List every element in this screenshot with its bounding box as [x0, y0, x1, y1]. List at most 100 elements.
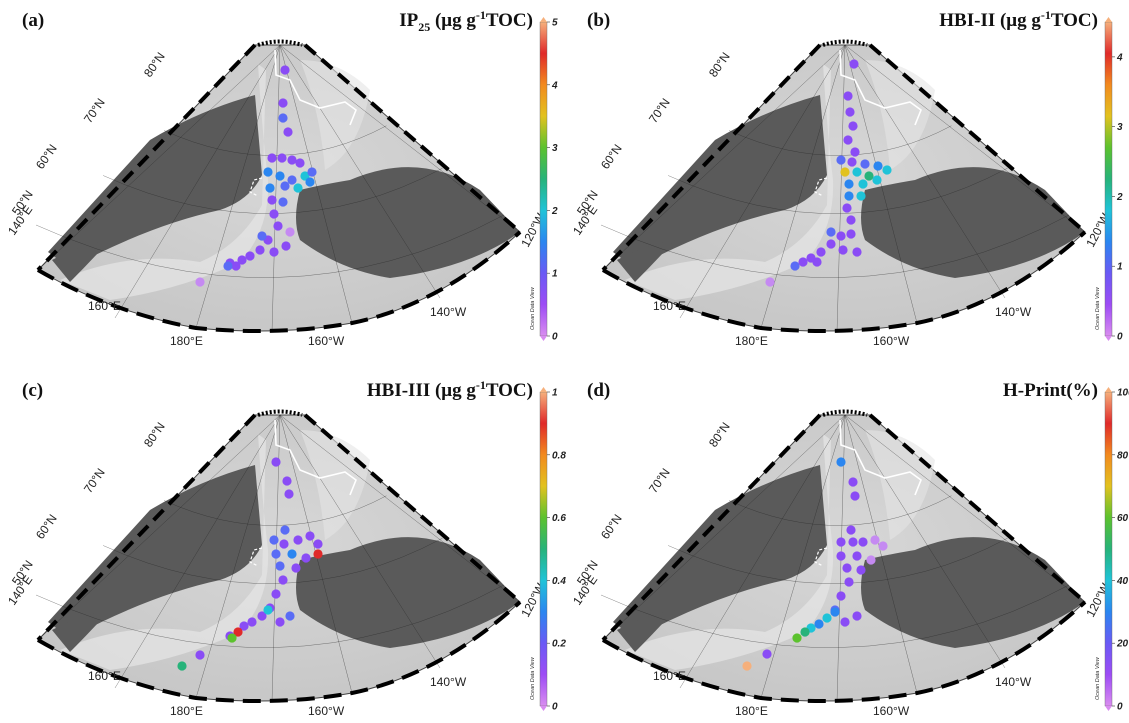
colorbar-tick-label: 0.8: [552, 450, 566, 461]
station-point: [836, 231, 846, 241]
station-point: [223, 261, 233, 271]
station-point: [765, 277, 775, 287]
meridian-line: [114, 44, 281, 319]
frame-top: [822, 39, 868, 47]
station-point: [307, 167, 317, 177]
station-point: [826, 227, 836, 237]
colorbar-tick-label: 40: [1116, 576, 1129, 587]
watermark: Ocean Data View: [1095, 656, 1101, 700]
colorbar: [1104, 21, 1113, 337]
colorbar-cap-top: [1105, 17, 1112, 22]
panel-title: HBI-II (μg g-1TOC): [939, 8, 1098, 31]
boundary-line: [839, 49, 922, 126]
lat-label: 60°N: [33, 142, 60, 172]
station-point: [287, 175, 297, 185]
frame-left: [601, 413, 822, 642]
lon-label: 180°E: [735, 704, 768, 718]
station-point: [844, 179, 854, 189]
meridian-line: [602, 44, 846, 271]
lat-label: 70°N: [81, 466, 108, 496]
land-siberia: [613, 95, 827, 268]
shelf-area: [300, 60, 370, 170]
station-point: [836, 155, 846, 165]
station-point: [798, 257, 808, 267]
colorbar-tick-label: 1: [552, 388, 558, 399]
lon-label: 180°E: [170, 704, 203, 718]
land-siberia: [48, 95, 262, 268]
land-alaska: [296, 537, 520, 648]
meridian-line: [602, 414, 846, 641]
parallel-line: [728, 495, 952, 526]
colorbar-tick-label: 100: [1117, 388, 1129, 399]
station-point: [814, 619, 824, 629]
station-marker-diamond: [793, 634, 801, 642]
shelf-area: [865, 60, 935, 170]
frame-top: [822, 409, 868, 417]
frame-bottom: [36, 230, 522, 334]
colorbar-cap-top: [540, 387, 547, 392]
frame-left: [36, 413, 257, 642]
boundary-line: [814, 547, 828, 567]
colorbar-cap-bottom: [1105, 706, 1112, 711]
land-siberia: [48, 465, 262, 638]
lon-label: 160°E: [88, 299, 121, 313]
station-point: [281, 241, 291, 251]
lat-label: 70°N: [81, 96, 108, 126]
station-point: [263, 605, 273, 615]
frame-bottom: [36, 600, 522, 704]
station-point: [858, 537, 868, 547]
station-point: [233, 627, 243, 637]
colorbar: [1104, 391, 1113, 707]
station-point: [279, 539, 289, 549]
meridian-line: [760, 414, 846, 699]
station-point: [273, 221, 283, 231]
station-point: [836, 537, 846, 547]
colorbar-tick-label: 0.4: [552, 576, 566, 587]
parallel-line: [667, 168, 1008, 214]
station-point: [277, 153, 287, 163]
station-point: [870, 535, 880, 545]
lon-label: 160°E: [88, 669, 121, 683]
panel-title: H-Print(%): [1003, 380, 1098, 401]
station-point: [848, 121, 858, 131]
station-point: [293, 183, 303, 193]
frame-top: [257, 409, 303, 417]
station-point: [301, 553, 311, 563]
frame-right: [868, 43, 1087, 234]
station-point: [800, 627, 810, 637]
station-point: [257, 611, 267, 621]
colorbar-tick-label: 2: [1116, 192, 1123, 203]
parallel-line: [35, 214, 505, 278]
colorbar-tick-label: 0: [552, 702, 558, 713]
station-point: [293, 535, 303, 545]
land-siberia: [613, 465, 827, 638]
lat-label: 60°N: [598, 512, 625, 542]
meridian-line: [836, 44, 846, 333]
station-point: [836, 551, 846, 561]
station-point: [846, 525, 856, 535]
station-point: [872, 175, 882, 185]
station-point: [846, 229, 856, 239]
station-point: [873, 161, 883, 171]
frame-top: [257, 39, 303, 47]
boundary-line: [274, 419, 357, 496]
station-point: [843, 135, 853, 145]
station-point: [848, 537, 858, 547]
lat-label: 60°N: [598, 142, 625, 172]
colorbar-cap-bottom: [1105, 336, 1112, 341]
station-point: [237, 255, 247, 265]
station-point: [285, 227, 295, 237]
station-point: [271, 549, 281, 559]
frame-left: [601, 43, 822, 272]
station-point: [313, 549, 323, 559]
lat-label: 80°N: [141, 420, 168, 450]
station-point: [852, 167, 862, 177]
station-point: [852, 247, 862, 257]
station-point: [269, 209, 279, 219]
colorbar-tick-label: 3: [1117, 122, 1123, 133]
colorbar-tick-label: 1: [1117, 262, 1123, 273]
station-point: [283, 127, 293, 137]
station-point: [840, 617, 850, 627]
